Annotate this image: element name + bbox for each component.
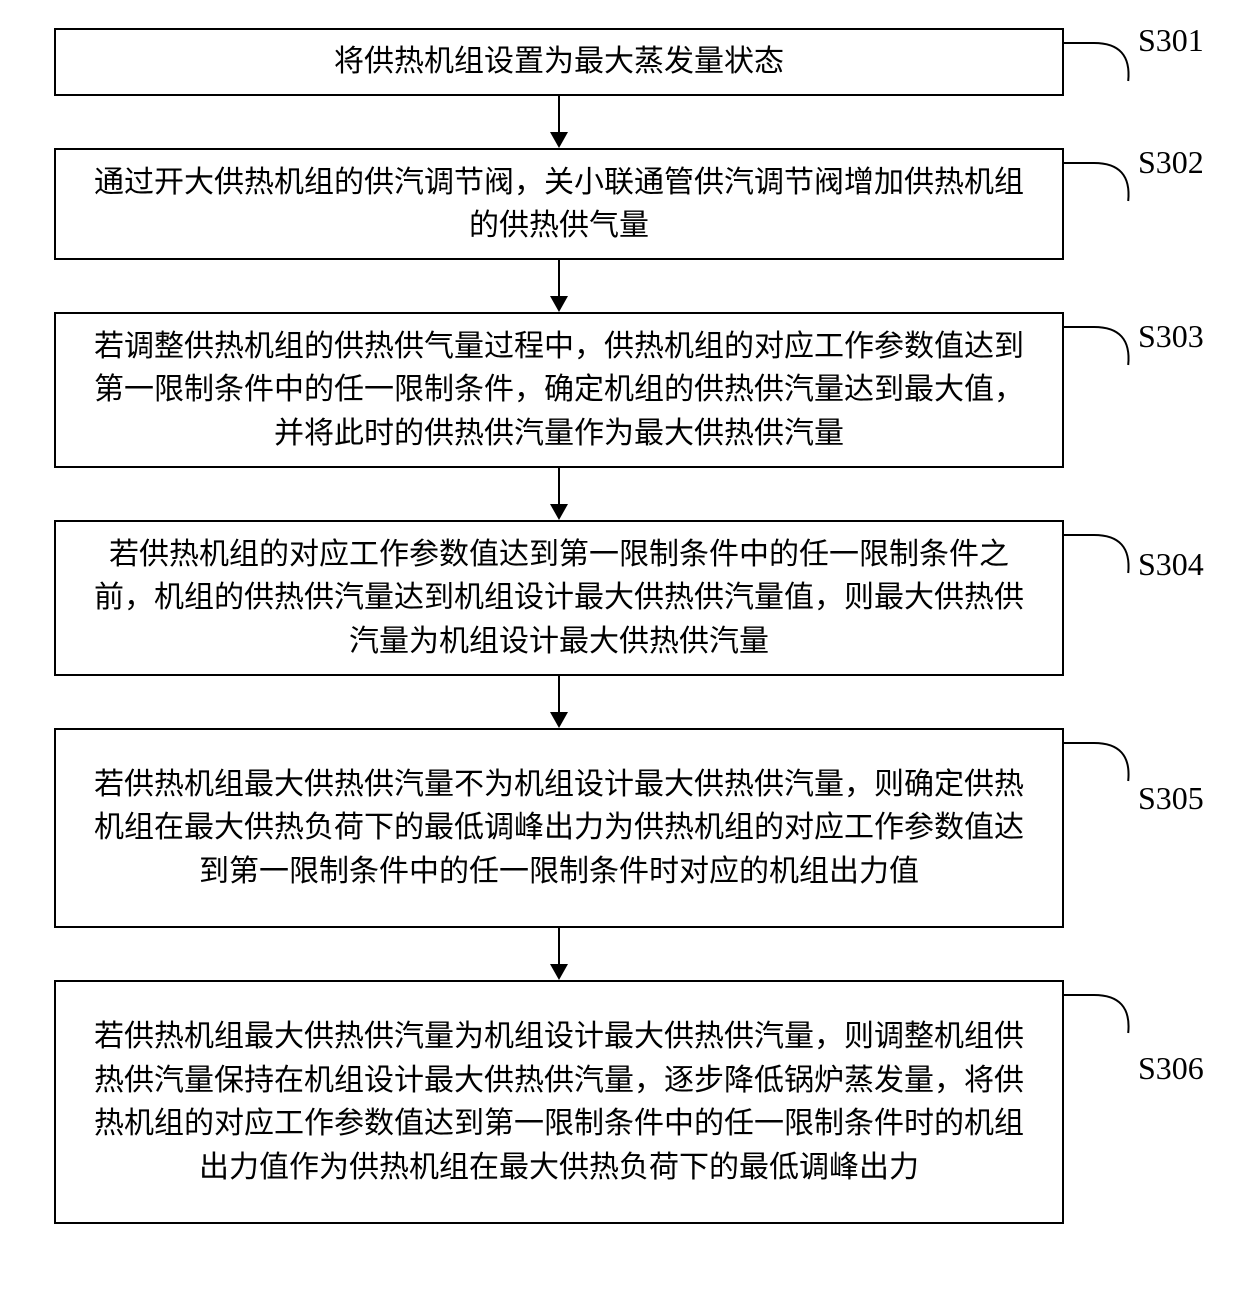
arrow-line [558,260,560,296]
label-connector-notch [1064,42,1094,44]
step-label-s305: S305 [1138,780,1204,817]
step-label-s306: S306 [1138,1050,1204,1087]
step-text: 若调整供热机组的供热供气量过程中，供热机组的对应工作参数值达到第一限制条件中的任… [84,325,1034,456]
step-box-s306: 若供热机组最大供热供汽量为机组设计最大供热供汽量，则调整机组供热供汽量保持在机组… [54,980,1064,1224]
label-connector-curve [1092,161,1168,203]
arrow-line [558,676,560,712]
step-box-s302: 通过开大供热机组的供汽调节阀，关小联通管供汽调节阀增加供热机组的供热供气量 [54,148,1064,260]
step-text: 若供热机组的对应工作参数值达到第一限制条件中的任一限制条件之前，机组的供热供汽量… [84,533,1034,664]
label-connector-notch [1064,994,1094,996]
label-connector-curve [1092,533,1168,575]
arrow-line [558,96,560,132]
label-connector-notch [1064,326,1094,328]
label-connector-curve [1092,741,1168,783]
arrow-head-icon [550,132,568,148]
label-connector-curve [1092,993,1168,1035]
step-text: 通过开大供热机组的供汽调节阀，关小联通管供汽调节阀增加供热机组的供热供气量 [84,161,1034,248]
arrow-line [558,928,560,964]
arrow-head-icon [550,712,568,728]
arrow-head-icon [550,296,568,312]
arrow-head-icon [550,964,568,980]
step-box-s303: 若调整供热机组的供热供气量过程中，供热机组的对应工作参数值达到第一限制条件中的任… [54,312,1064,468]
arrow-head-icon [550,504,568,520]
step-box-s305: 若供热机组最大供热供汽量不为机组设计最大供热供汽量，则确定供热机组在最大供热负荷… [54,728,1064,928]
label-connector-notch [1064,742,1094,744]
label-connector-curve [1092,325,1168,367]
step-text: 若供热机组最大供热供汽量不为机组设计最大供热供汽量，则确定供热机组在最大供热负荷… [84,763,1034,894]
label-connector-curve [1092,41,1168,83]
step-text: 若供热机组最大供热供汽量为机组设计最大供热供汽量，则调整机组供热供汽量保持在机组… [84,1015,1034,1189]
flowchart-canvas: 将供热机组设置为最大蒸发量状态S301通过开大供热机组的供汽调节阀，关小联通管供… [0,0,1240,1314]
step-text: 将供热机组设置为最大蒸发量状态 [334,40,784,84]
step-box-s304: 若供热机组的对应工作参数值达到第一限制条件中的任一限制条件之前，机组的供热供汽量… [54,520,1064,676]
arrow-line [558,468,560,504]
step-box-s301: 将供热机组设置为最大蒸发量状态 [54,28,1064,96]
label-connector-notch [1064,162,1094,164]
label-connector-notch [1064,534,1094,536]
